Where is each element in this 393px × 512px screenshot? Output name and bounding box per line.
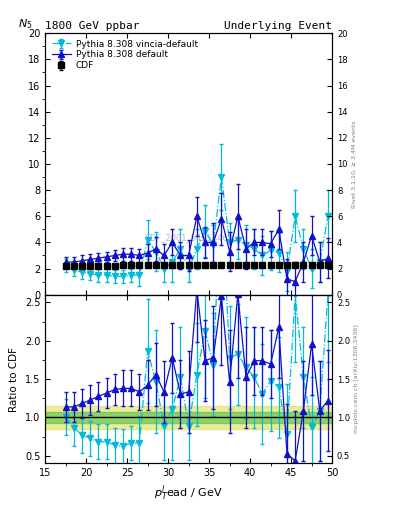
Text: 1800 GeV ppbar: 1800 GeV ppbar <box>45 21 140 31</box>
Y-axis label: $N_5$: $N_5$ <box>18 17 32 31</box>
Y-axis label: Ratio to CDF: Ratio to CDF <box>9 347 19 412</box>
X-axis label: $p_T^{l}$ead / GeV: $p_T^{l}$ead / GeV <box>154 484 223 503</box>
Y-axis label: mcplots.cern.ch [arXiv:1306.3436]: mcplots.cern.ch [arXiv:1306.3436] <box>354 325 359 433</box>
Y-axis label: Rivet 3.1.10, ≥ 3.4M events: Rivet 3.1.10, ≥ 3.4M events <box>352 120 357 208</box>
Legend: Pythia 8.308 vincia-default, Pythia 8.308 default, CDF: Pythia 8.308 vincia-default, Pythia 8.30… <box>50 38 200 72</box>
Text: Underlying Event: Underlying Event <box>224 21 332 31</box>
Text: CDF_2001_S4253469: CDF_2001_S4253469 <box>144 232 233 242</box>
